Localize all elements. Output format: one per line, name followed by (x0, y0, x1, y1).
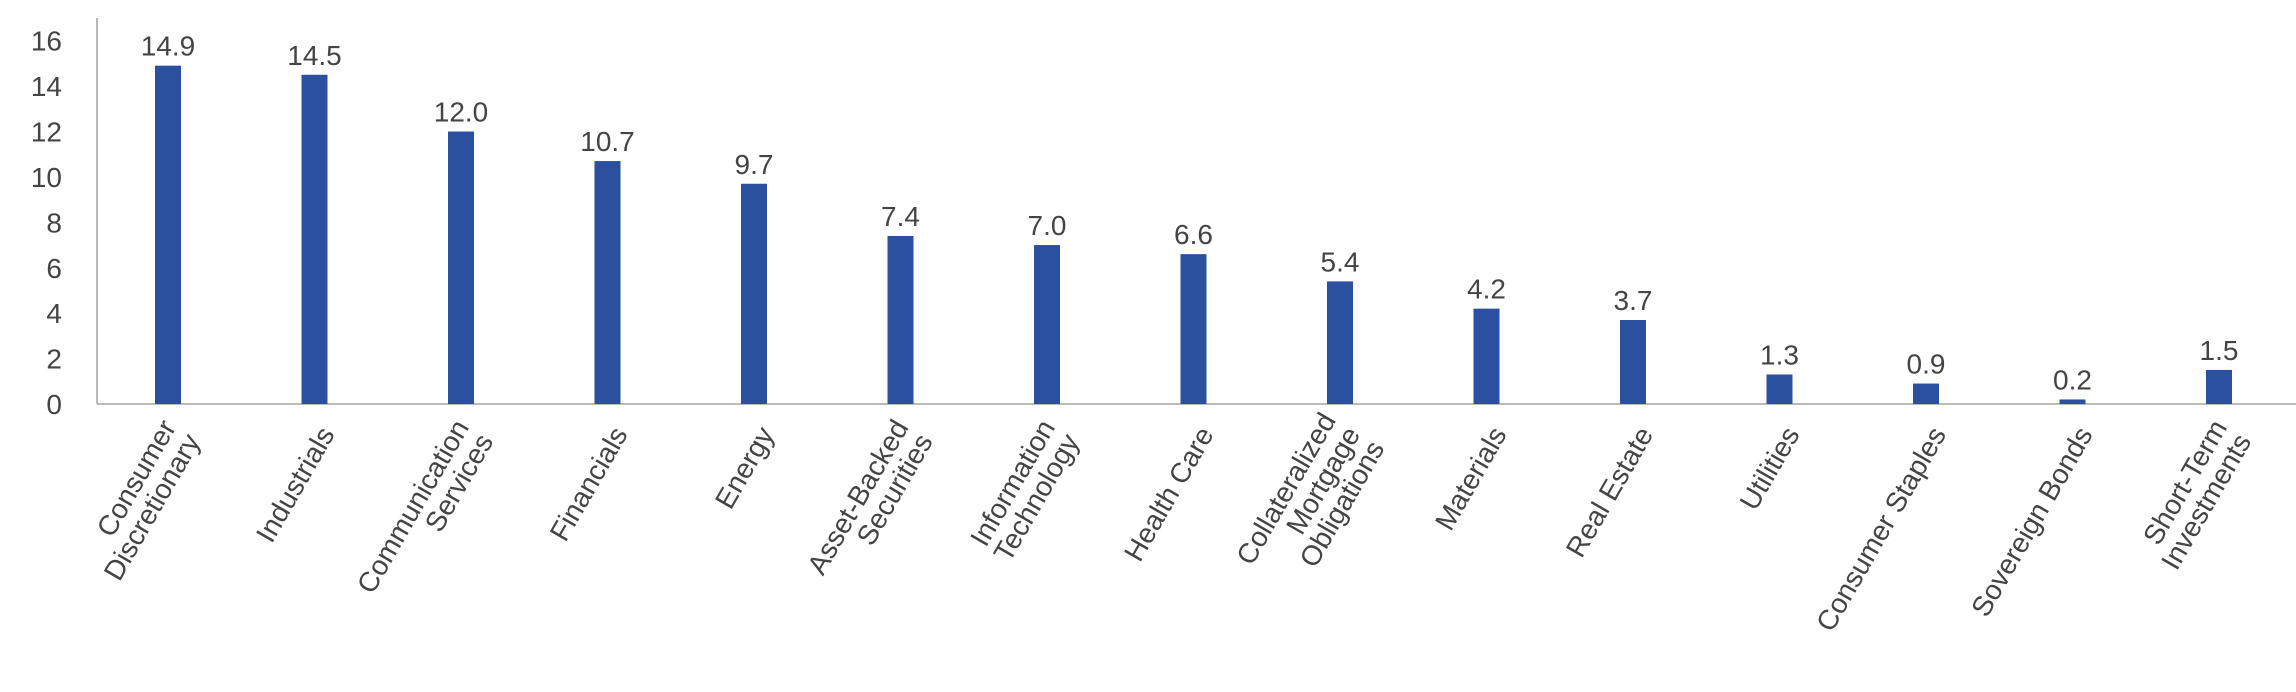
x-tick-label: Real Estate (1560, 422, 1659, 563)
y-tick-label: 16 (31, 26, 62, 57)
bar (2206, 369, 2232, 404)
value-label: 1.3 (1760, 339, 1799, 370)
bar (1766, 374, 1793, 404)
bar (301, 74, 328, 404)
value-label: 10.7 (580, 126, 635, 157)
y-tick-label: 14 (31, 71, 62, 102)
x-tick-label: Utilities (1734, 422, 1806, 516)
x-tick-label: Materials (1429, 422, 1513, 536)
x-tick-label: Industrials (250, 422, 341, 548)
x-tick-label: CollateralizedMortgageObligations (1230, 408, 1390, 598)
y-tick-label: 10 (31, 162, 62, 193)
bar (741, 183, 767, 404)
x-tick-label: Short-TermInvestments (2131, 415, 2258, 575)
value-label: 0.2 (2053, 364, 2092, 395)
bar (155, 65, 181, 405)
bar (1180, 254, 1207, 404)
x-tick-label: ConsumerDiscretionary (73, 415, 206, 586)
x-tick-label: Consumer Staples (1810, 422, 1952, 637)
value-label: 1.5 (2200, 335, 2239, 366)
bar (1913, 383, 1939, 404)
y-tick-label: 8 (46, 207, 62, 238)
bar (1620, 319, 1646, 404)
x-tick-label: Energy (709, 422, 780, 514)
value-label: 3.7 (1614, 285, 1653, 316)
bar (1034, 245, 1060, 404)
y-tick-label: 4 (46, 298, 62, 329)
value-label: 0.9 (1907, 349, 1946, 380)
bar (1473, 308, 1500, 404)
value-label: 9.7 (735, 149, 774, 180)
bar (1327, 281, 1353, 404)
bar (448, 131, 474, 404)
x-tick-label: Health Care (1118, 422, 1220, 567)
value-label: 4.2 (1467, 274, 1506, 305)
bar (594, 161, 621, 404)
value-label: 7.0 (1028, 210, 1067, 241)
y-tick-label: 2 (46, 344, 62, 375)
x-tick-label: InformationTechnology (963, 415, 1085, 567)
value-label: 14.9 (141, 31, 196, 62)
y-tick-label: 12 (31, 117, 62, 148)
value-label: 12.0 (434, 97, 489, 128)
value-label: 14.5 (287, 40, 342, 71)
value-label: 6.6 (1174, 219, 1213, 250)
x-tick-label: Financials (544, 422, 634, 547)
bar (2059, 399, 2086, 404)
bar (887, 235, 914, 404)
x-tick-label: Asset-BackedSecurities (801, 415, 938, 594)
y-tick-label: 6 (46, 253, 62, 284)
y-tick-label: 0 (46, 389, 62, 420)
value-label: 5.4 (1321, 246, 1360, 277)
value-label: 7.4 (881, 201, 920, 232)
x-tick-label: Sovereign Bonds (1965, 422, 2098, 622)
x-tick-label: CommunicationServices (351, 415, 499, 613)
